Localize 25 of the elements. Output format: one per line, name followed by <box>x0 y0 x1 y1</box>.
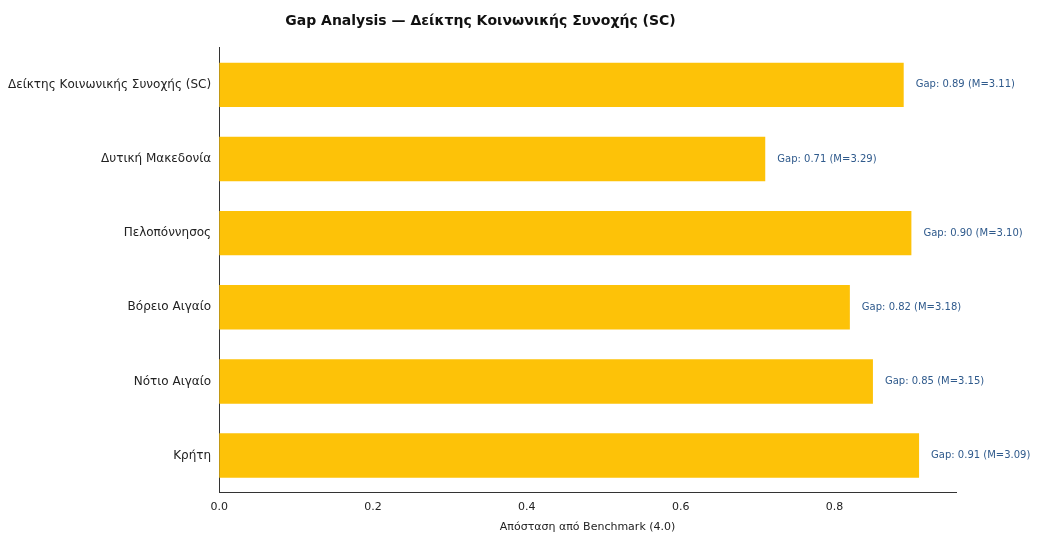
bar <box>219 210 912 256</box>
data-label: Gap: 0.91 (M=3.09) <box>931 449 1031 461</box>
y-tick-label: Δείκτης Κοινωνικής Συνοχής (SC) <box>7 76 212 91</box>
y-tick-label: Πελοπόννησος <box>123 225 212 240</box>
chart-title: Gap Analysis — Δείκτης Κοινωνικής Συνοχής (SC) <box>285 12 676 29</box>
bar <box>219 62 904 108</box>
data-label: Gap: 0.71 (M=3.29) <box>777 152 877 164</box>
bar <box>219 433 920 478</box>
x-axis-title: Απόσταση από Benchmark (4.0) <box>499 520 676 534</box>
data-label: Gap: 0.89 (M=3.11) <box>915 78 1016 90</box>
x-tick-label: 0.0 <box>210 500 228 514</box>
y-tick-label: Κρήτη <box>173 447 212 462</box>
y-tick-label: Βόρειο Αιγαίο <box>127 299 212 314</box>
bar <box>219 285 850 330</box>
data-label: Gap: 0.82 (M=3.18) <box>861 300 962 312</box>
bar <box>219 136 766 182</box>
data-label: Gap: 0.85 (M=3.15) <box>884 374 985 386</box>
bar <box>219 359 873 404</box>
x-tick-label: 0.4 <box>518 500 536 514</box>
data-label: Gap: 0.90 (M=3.10) <box>923 226 1023 238</box>
x-tick-label: 0.2 <box>364 500 382 514</box>
y-tick-label: Δυτική Μακεδονία <box>101 151 212 166</box>
x-tick-label: 0.6 <box>671 500 690 514</box>
x-tick-label: 0.8 <box>825 500 844 514</box>
y-tick-label: Νότιο Αιγαίο <box>133 373 212 388</box>
